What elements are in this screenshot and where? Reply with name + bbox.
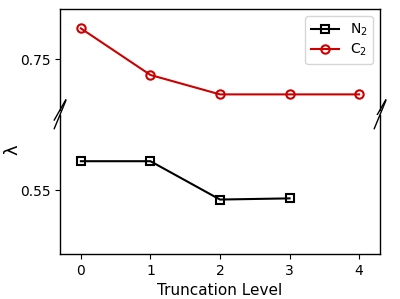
N$_2$ xyxy=(148,159,153,163)
C$_2$ xyxy=(148,73,153,77)
C$_2$ xyxy=(287,93,292,96)
Legend: N$_2$, C$_2$: N$_2$, C$_2$ xyxy=(305,16,373,64)
N$_2$ xyxy=(78,159,83,163)
C$_2$ xyxy=(78,27,83,30)
Line: N$_2$: N$_2$ xyxy=(77,157,294,204)
N$_2$ xyxy=(218,198,222,201)
Line: C$_2$: C$_2$ xyxy=(77,24,363,99)
C$_2$ xyxy=(218,93,222,96)
N$_2$ xyxy=(287,196,292,200)
Text: λ: λ xyxy=(3,144,21,155)
C$_2$ xyxy=(357,93,362,96)
X-axis label: Truncation Level: Truncation Level xyxy=(157,283,283,298)
